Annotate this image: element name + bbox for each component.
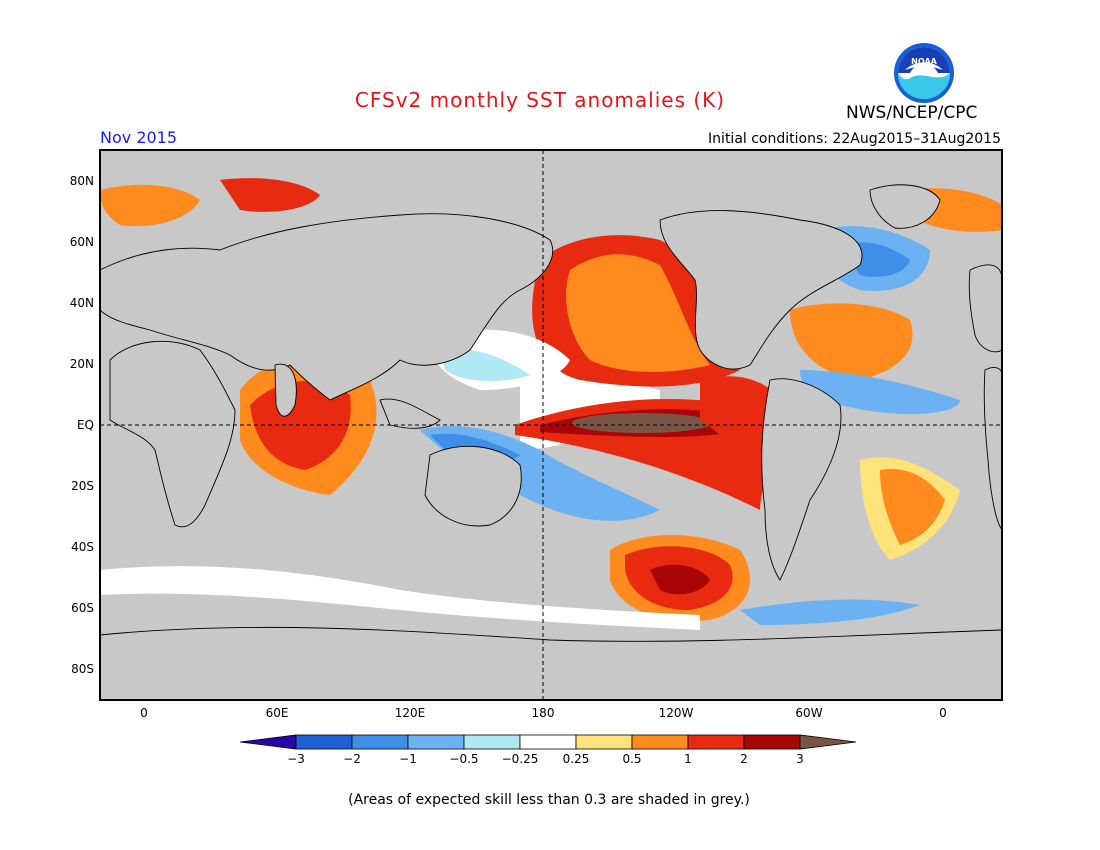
agency-label: NWS/NCEP/CPC [846,103,978,123]
map-frame [99,149,1003,701]
lat-label: 60N [70,235,94,249]
colorbar-cell [687,734,745,750]
lat-label: EQ [77,418,94,432]
lon-label: 60E [266,706,289,720]
lat-label: 40S [71,540,94,554]
lon-label: 0 [140,706,148,720]
lat-label: 40N [70,296,94,310]
colorbar: −3 −2 −1 −0.5 −0.25 0.25 0.5 1 2 3 [239,733,862,777]
colorbar-cell [463,734,521,750]
colorbar-cell [519,734,577,750]
lat-label: 20N [70,357,94,371]
sst-anomaly-map: 80N 60N 40N 20N EQ 20S 40S 60S 80S 0 60E… [70,149,1003,720]
logo-lettering: NOAA [911,57,937,66]
colorbar-cell [575,734,633,750]
colorbar-label: 1 [684,752,692,766]
lat-label: 80S [71,662,94,676]
colorbar-label: −1 [399,752,417,766]
chart-title: CFSv2 monthly SST anomalies (K) [354,88,726,112]
colorbar-label: 3 [796,752,804,766]
noaa-logo-icon: NOAA [893,42,955,108]
colorbar-cell [743,734,801,750]
lon-label: 0 [939,706,947,720]
lat-label: 80N [70,174,94,188]
colorbar-label: −0.25 [502,752,539,766]
lon-label: 180 [532,706,555,720]
lat-label: 60S [71,601,94,615]
forecast-month: Nov 2015 [100,128,178,147]
colorbar-label: −2 [343,752,361,766]
lon-label: 120W [659,706,694,720]
colorbar-label: 2 [740,752,748,766]
lat-label: 20S [71,479,94,493]
colorbar-label: −3 [287,752,305,766]
skill-note: (Areas of expected skill less than 0.3 a… [348,792,750,808]
colorbar-arrow-high [799,734,857,750]
lon-label: 120E [395,706,426,720]
colorbar-cell [407,734,465,750]
colorbar-cell [351,734,409,750]
latitude-ticks: 80N 60N 40N 20N EQ 20S 40S 60S 80S [70,174,94,676]
longitude-ticks: 0 60E 120E 180 120W 60W 0 [140,706,947,720]
colorbar-label: 0.5 [622,752,641,766]
initial-conditions: Initial conditions: 22Aug2015–31Aug2015 [708,131,1001,147]
colorbar-cell [295,734,353,750]
colorbar-label: −0.5 [449,752,478,766]
colorbar-cell [631,734,689,750]
continents [100,184,1002,700]
colorbar-label: 0.25 [563,752,590,766]
lon-label: 60W [795,706,822,720]
colorbar-arrow-low [239,734,297,750]
